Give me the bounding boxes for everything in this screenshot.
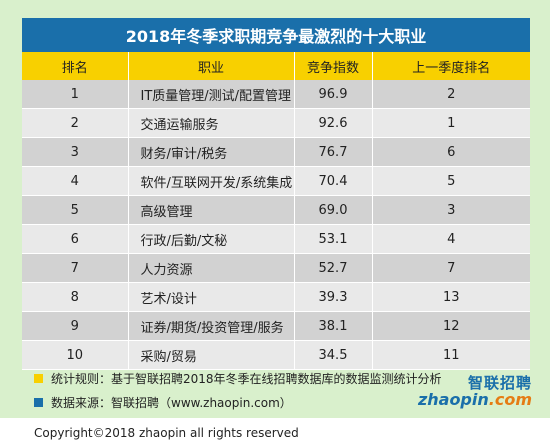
cell-prev-rank: 2 bbox=[372, 80, 530, 109]
cell-rank: 9 bbox=[22, 311, 129, 341]
cell-index: 38.1 bbox=[294, 311, 373, 341]
cell-rank: 3 bbox=[22, 137, 129, 167]
cell-job: 证券/期货/投资管理/服务 bbox=[128, 311, 295, 341]
logo-en-text: zhaopin.com bbox=[418, 390, 532, 409]
cell-index: 76.7 bbox=[294, 137, 373, 167]
cell-index: 53.1 bbox=[294, 224, 373, 254]
header-rank: 排名 bbox=[22, 52, 129, 80]
header-index: 竞争指数 bbox=[294, 52, 373, 80]
table-title: 2018年冬季求职期竞争最激烈的十大职业 bbox=[22, 18, 530, 52]
cell-job: 人力资源 bbox=[128, 253, 295, 283]
header-job: 职业 bbox=[128, 52, 295, 80]
table-row: 2 交通运输服务 92.6 1 bbox=[22, 108, 530, 138]
copyright-footer: Copyright©2018 zhaopin all rights reserv… bbox=[0, 418, 550, 448]
cell-prev-rank: 6 bbox=[372, 137, 530, 167]
cell-prev-rank: 11 bbox=[372, 340, 530, 370]
cell-rank: 6 bbox=[22, 224, 129, 254]
blue-square-icon bbox=[34, 397, 43, 407]
copyright-text: Copyright©2018 zhaopin all rights reserv… bbox=[34, 426, 299, 440]
logo-en-suffix: .com bbox=[488, 390, 532, 409]
cell-prev-rank: 1 bbox=[372, 108, 530, 138]
cell-job: 行政/后勤/文秘 bbox=[128, 224, 295, 254]
cell-job: IT质量管理/测试/配置管理 bbox=[128, 80, 295, 109]
cell-rank: 5 bbox=[22, 195, 129, 225]
table-row: 4 软件/互联网开发/系统集成 70.4 5 bbox=[22, 166, 530, 196]
note-source: 数据来源：智联招聘（www.zhaopin.com） bbox=[34, 392, 442, 412]
cell-job: 采购/贸易 bbox=[128, 340, 295, 370]
yellow-square-icon bbox=[34, 373, 43, 383]
cell-prev-rank: 7 bbox=[372, 253, 530, 283]
notes-section: 统计规则：基于智联招聘2018年冬季在线招聘数据库的数据监测统计分析 数据来源：… bbox=[34, 368, 442, 416]
table-row: 3 财务/审计/税务 76.7 6 bbox=[22, 137, 530, 167]
zhaopin-logo: 智联招聘 zhaopin.com bbox=[418, 372, 536, 412]
table-row: 6 行政/后勤/文秘 53.1 4 bbox=[22, 224, 530, 254]
cell-rank: 10 bbox=[22, 340, 129, 370]
cell-rank: 4 bbox=[22, 166, 129, 196]
ranking-table: 排名 职业 竞争指数 上一季度排名 1 IT质量管理/测试/配置管理 96.9 … bbox=[22, 52, 530, 370]
cell-index: 96.9 bbox=[294, 80, 373, 109]
cell-job: 软件/互联网开发/系统集成 bbox=[128, 166, 295, 196]
cell-index: 92.6 bbox=[294, 108, 373, 138]
note-rule: 统计规则：基于智联招聘2018年冬季在线招聘数据库的数据监测统计分析 bbox=[34, 368, 442, 388]
logo-en-main: zhaopin bbox=[417, 390, 489, 409]
cell-index: 70.4 bbox=[294, 166, 373, 196]
table-row: 9 证券/期货/投资管理/服务 38.1 12 bbox=[22, 311, 530, 341]
cell-job: 艺术/设计 bbox=[128, 282, 295, 312]
logo-cn-text: 智联招聘 bbox=[467, 374, 532, 392]
note-source-text: 数据来源：智联招聘（www.zhaopin.com） bbox=[51, 395, 292, 410]
cell-prev-rank: 4 bbox=[372, 224, 530, 254]
cell-prev-rank: 12 bbox=[372, 311, 530, 341]
cell-rank: 7 bbox=[22, 253, 129, 283]
cell-rank: 8 bbox=[22, 282, 129, 312]
table-row: 1 IT质量管理/测试/配置管理 96.9 2 bbox=[22, 80, 530, 109]
cell-job: 高级管理 bbox=[128, 195, 295, 225]
cell-rank: 1 bbox=[22, 80, 129, 109]
cell-index: 39.3 bbox=[294, 282, 373, 312]
table-row: 7 人力资源 52.7 7 bbox=[22, 253, 530, 283]
cell-prev-rank: 13 bbox=[372, 282, 530, 312]
table-row: 5 高级管理 69.0 3 bbox=[22, 195, 530, 225]
cell-index: 52.7 bbox=[294, 253, 373, 283]
cell-index: 34.5 bbox=[294, 340, 373, 370]
note-rule-text: 统计规则：基于智联招聘2018年冬季在线招聘数据库的数据监测统计分析 bbox=[51, 371, 442, 386]
table-header-row: 排名 职业 竞争指数 上一季度排名 bbox=[22, 52, 530, 80]
header-prev-rank: 上一季度排名 bbox=[372, 52, 530, 80]
table-row: 8 艺术/设计 39.3 13 bbox=[22, 282, 530, 312]
cell-rank: 2 bbox=[22, 108, 129, 138]
table-row: 10 采购/贸易 34.5 11 bbox=[22, 340, 530, 370]
cell-job: 财务/审计/税务 bbox=[128, 137, 295, 167]
cell-job: 交通运输服务 bbox=[128, 108, 295, 138]
cell-prev-rank: 5 bbox=[372, 166, 530, 196]
cell-index: 69.0 bbox=[294, 195, 373, 225]
cell-prev-rank: 3 bbox=[372, 195, 530, 225]
